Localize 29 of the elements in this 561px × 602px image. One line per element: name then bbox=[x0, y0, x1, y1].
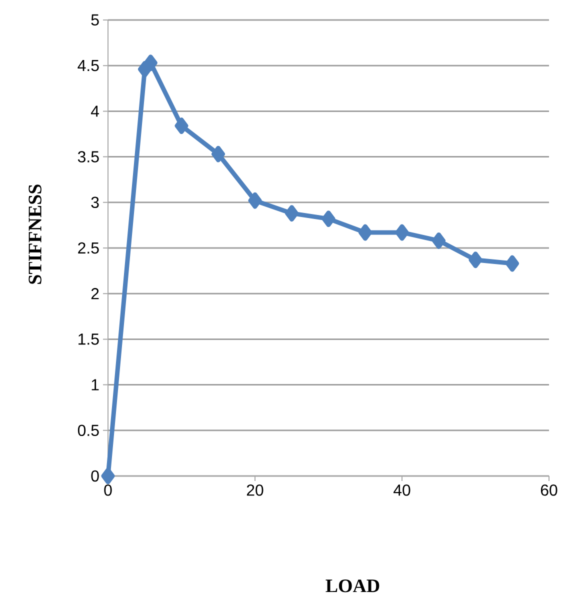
y-tick-label: 2 bbox=[91, 288, 99, 300]
y-tick-label: 4.5 bbox=[78, 60, 99, 72]
point bbox=[468, 252, 482, 268]
y-tick-label: 3.5 bbox=[78, 151, 99, 162]
point bbox=[144, 54, 158, 72]
point bbox=[284, 205, 298, 222]
x-tick-label: 60 bbox=[540, 484, 558, 496]
point bbox=[395, 224, 409, 241]
y-tick-label: 0 bbox=[91, 470, 99, 482]
x-tick-label: 40 bbox=[393, 484, 410, 496]
x-tick-label: 20 bbox=[246, 484, 264, 496]
y-tick-label: 5 bbox=[91, 14, 99, 26]
y-tick-label: 1 bbox=[92, 379, 99, 390]
point bbox=[248, 192, 262, 209]
y-axis-title: STIFFNESS bbox=[28, 184, 42, 284]
y-tick-label: 3 bbox=[91, 196, 99, 208]
x-axis-title: LOAD bbox=[326, 580, 380, 592]
point bbox=[174, 118, 188, 134]
point bbox=[432, 232, 446, 249]
x-tick-label: 0 bbox=[104, 484, 112, 496]
point bbox=[101, 468, 115, 484]
point bbox=[505, 255, 519, 272]
point bbox=[358, 224, 372, 241]
y-tick-label: 1.5 bbox=[78, 334, 99, 345]
y-tick-label: 2.5 bbox=[78, 242, 99, 254]
point bbox=[322, 210, 336, 228]
point bbox=[211, 146, 225, 162]
y-tick-label: 4 bbox=[90, 106, 99, 117]
y-tick-label: 0.5 bbox=[78, 424, 99, 436]
